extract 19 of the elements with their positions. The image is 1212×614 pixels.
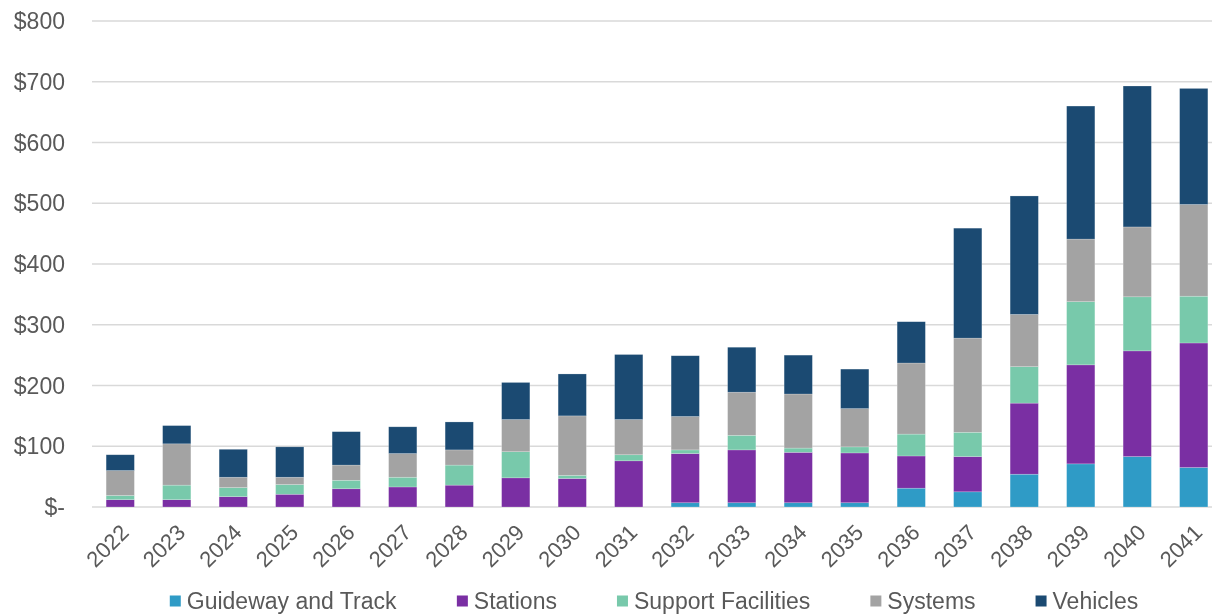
legend-label: Systems xyxy=(887,588,976,614)
legend-label: Guideway and Track xyxy=(186,588,397,614)
bar xyxy=(557,478,587,508)
bar xyxy=(840,452,870,504)
bar xyxy=(670,453,700,504)
bar xyxy=(105,499,135,508)
y-tick-label: $100 xyxy=(13,433,65,460)
y-tick-label: $200 xyxy=(13,372,65,399)
bar xyxy=(783,452,813,504)
y-tick-label: $300 xyxy=(13,311,65,338)
y-tick-label: $600 xyxy=(13,129,65,156)
y-tick-label: $- xyxy=(44,494,65,521)
y-tick-label: $800 xyxy=(13,8,65,35)
y-tick-label: $400 xyxy=(13,251,65,278)
legend-label: Vehicles xyxy=(1052,588,1139,614)
y-tick-label: $500 xyxy=(13,190,65,217)
legend-label: Support Facilities xyxy=(633,588,811,614)
legend-label: Stations xyxy=(473,588,557,614)
y-tick-label: $700 xyxy=(13,68,65,95)
